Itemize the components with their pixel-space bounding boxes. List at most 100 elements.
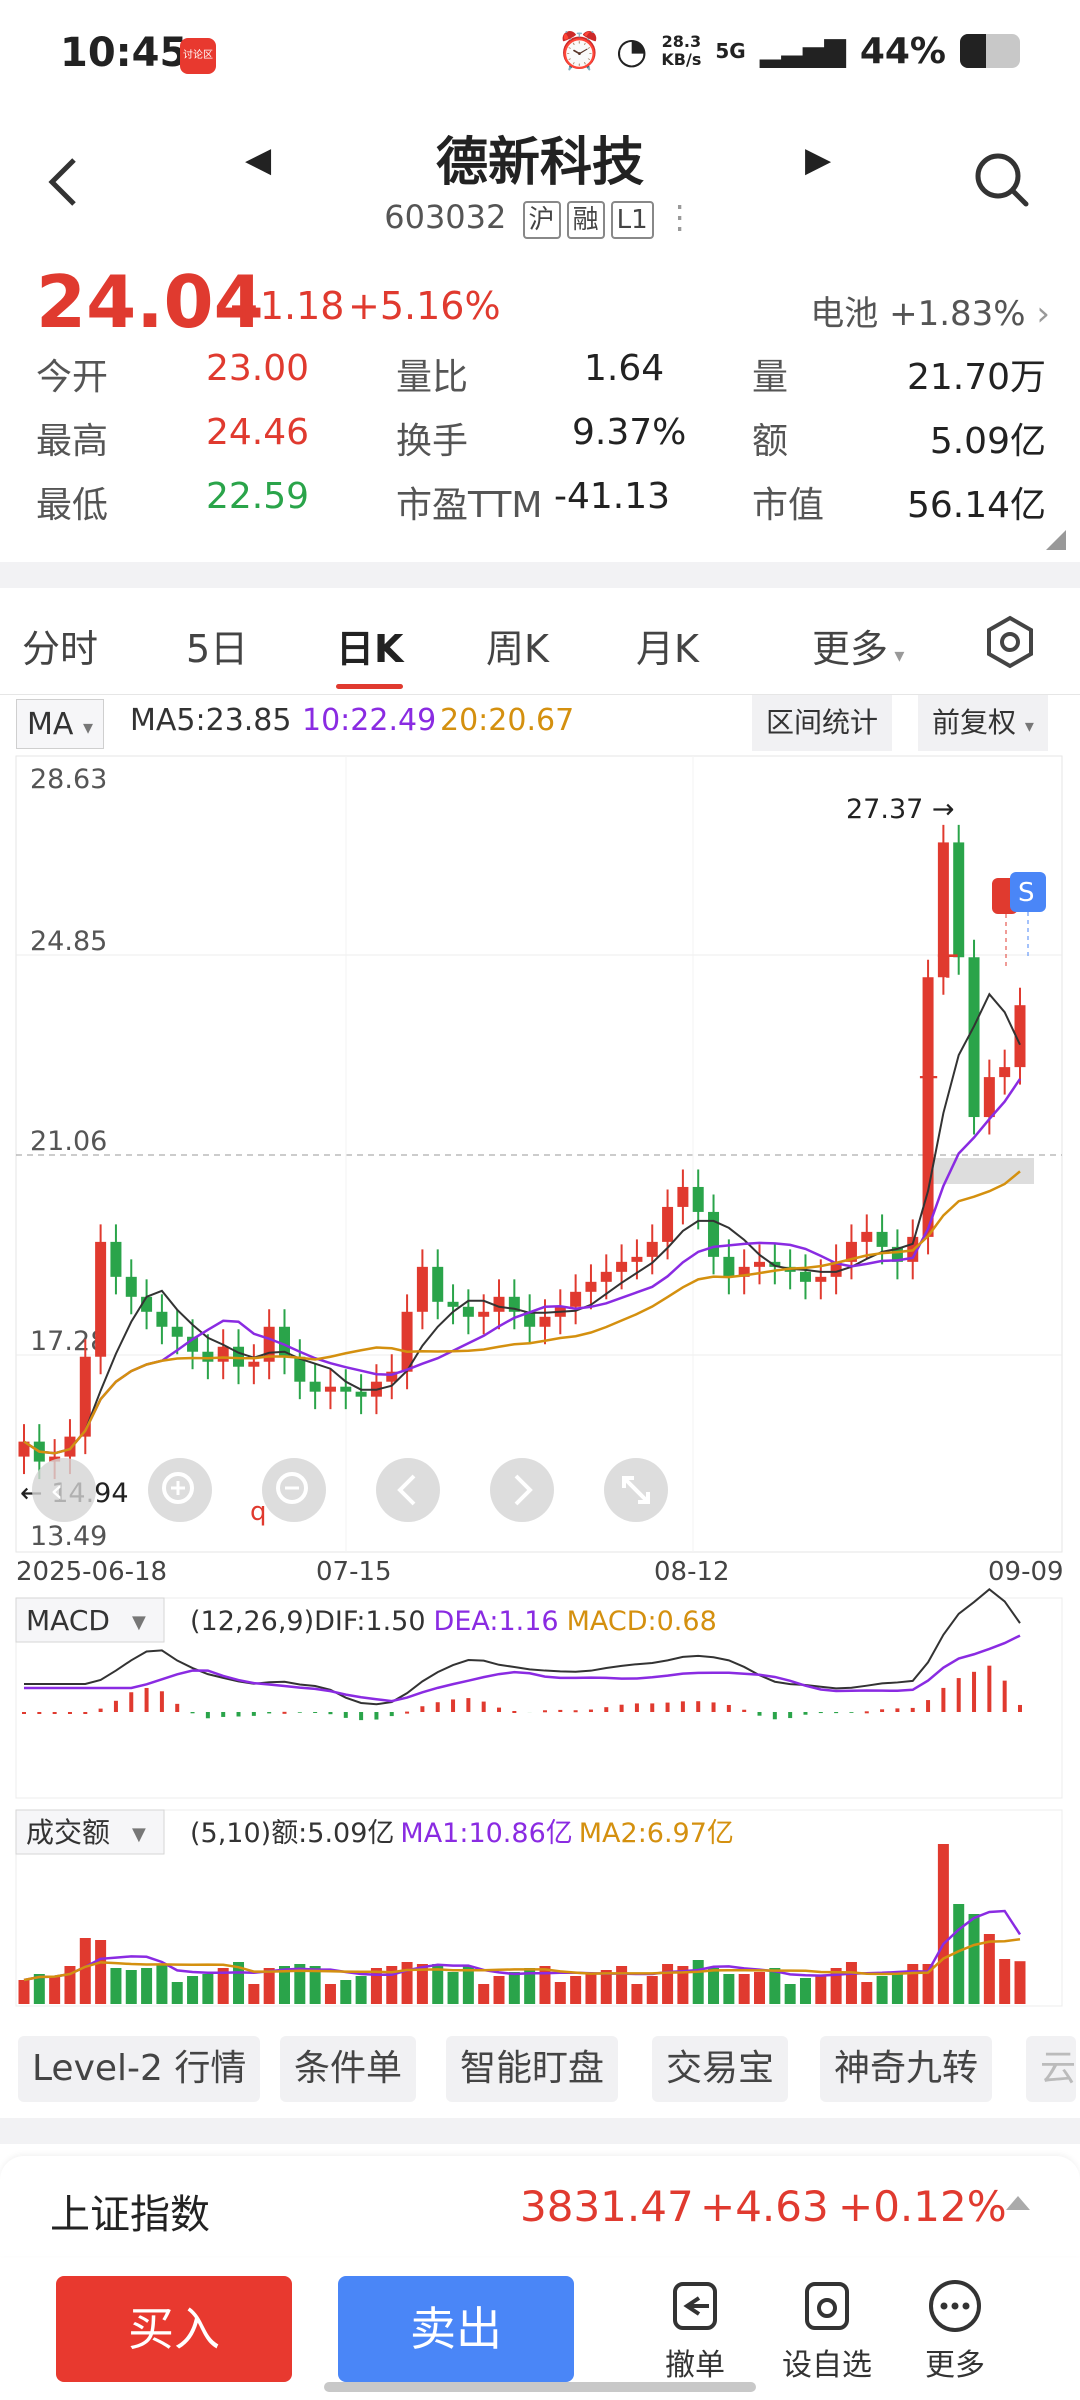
macd-bar xyxy=(221,1712,226,1717)
volume-bar xyxy=(217,1968,229,2004)
tab-daily-k[interactable]: 日K xyxy=(336,618,404,689)
turnover-label: 换手 xyxy=(396,421,469,462)
last-price: 24.04 xyxy=(36,260,264,344)
chart-fullscreen-icon[interactable] xyxy=(604,1458,668,1522)
range-stats-button[interactable]: 区间统计 xyxy=(752,695,893,751)
macd-bar xyxy=(497,1707,502,1712)
macd-bar xyxy=(558,1709,563,1712)
volume-bar xyxy=(983,1934,995,2004)
prev-stock-icon[interactable]: ◀ xyxy=(245,140,272,180)
chart-zoom-in-icon[interactable] xyxy=(148,1458,212,1522)
tab-monthly-k[interactable]: 月K xyxy=(636,627,699,671)
buy-button[interactable]: 买入 xyxy=(56,2276,292,2382)
macd-histogram xyxy=(22,1665,1022,1721)
svg-text:‹: ‹ xyxy=(50,1471,64,1511)
adjust-selector[interactable]: 前复权 ▾ xyxy=(918,695,1048,751)
candle-body xyxy=(324,1386,336,1392)
chart-pan-right-icon[interactable] xyxy=(490,1458,554,1522)
y-tick-label: 21.06 xyxy=(30,1126,107,1157)
chip-cloud[interactable]: 云 xyxy=(1026,2036,1077,2102)
volume-bar xyxy=(416,1964,428,2004)
macd-bar xyxy=(282,1711,287,1714)
candle-body xyxy=(493,1296,505,1312)
ma5-value: MA5:23.85 xyxy=(130,703,292,738)
macd-selector[interactable]: MACD ▼ xyxy=(15,1597,165,1643)
macd-bar xyxy=(987,1665,992,1712)
volume-bar xyxy=(309,1966,321,2004)
volume-bar xyxy=(18,1980,30,2004)
search-icon[interactable] xyxy=(972,150,1032,210)
volume-bar xyxy=(233,1962,245,2004)
high-annotation: 27.37 → xyxy=(846,794,955,825)
macd-bar xyxy=(251,1712,256,1716)
macd-bar xyxy=(542,1710,547,1713)
candle-body xyxy=(631,1256,643,1262)
cancel-order-icon xyxy=(673,2282,717,2330)
volume-bar xyxy=(49,1976,61,2004)
high-label: 最高 xyxy=(36,421,109,462)
high-value: 24.46 xyxy=(206,412,310,453)
volume-bar xyxy=(600,1970,612,2004)
chart-zoom-in-icon[interactable]: ‹ xyxy=(32,1458,96,1522)
chart-pan-left-icon[interactable] xyxy=(376,1458,440,1522)
candle-body xyxy=(478,1311,490,1317)
volume-bar xyxy=(447,1972,459,2004)
macd-bar xyxy=(1002,1680,1007,1712)
ma-indicator-bar: MA ▾ MA5:23.85 10:22.49 20:20.67 区间统计 前复… xyxy=(0,694,1080,751)
candle-body xyxy=(723,1256,735,1277)
volume-bar xyxy=(401,1962,413,2004)
volume-bar xyxy=(202,1974,214,2004)
add-watchlist-button[interactable]: 设自选 xyxy=(772,2270,882,2384)
volume-bar xyxy=(64,1966,76,2004)
tab-more[interactable]: 更多 ▾ xyxy=(812,627,905,671)
candle-body xyxy=(830,1261,842,1277)
trade-actions: 买入 卖出 撤单 设自选 更多 xyxy=(0,2270,1080,2400)
tab-5day[interactable]: 5日 xyxy=(186,627,249,671)
quote-grid: 今开 23.00 量比 1.64 量 21.70万 最高 24.46 换手 9.… xyxy=(36,348,1046,540)
settings-hex-icon[interactable] xyxy=(980,612,1040,672)
sector-link[interactable]: 电池 +1.83% › xyxy=(810,286,1050,335)
volume-bar xyxy=(33,1974,45,2004)
chip-smart-watch[interactable]: 智能盯盘 xyxy=(446,2036,619,2102)
volume-ratio-label: 量比 xyxy=(396,357,469,398)
next-stock-icon[interactable]: ▶ xyxy=(805,140,832,180)
volume-bar xyxy=(95,1940,107,2004)
chart-zoom-out-icon[interactable] xyxy=(262,1458,326,1522)
candle-body xyxy=(125,1276,137,1297)
back-icon[interactable] xyxy=(40,150,86,214)
tab-weekly-k[interactable]: 周K xyxy=(486,627,549,671)
more-dots-icon[interactable]: ⋮ xyxy=(663,198,696,236)
chip-conditional-order[interactable]: 条件单 xyxy=(280,2036,417,2102)
volume-selector[interactable]: 成交额 ▼ xyxy=(15,1809,165,1855)
watchlist-icon xyxy=(805,2282,849,2330)
candle-body xyxy=(539,1316,551,1327)
candle-body xyxy=(754,1261,766,1267)
volume-bar xyxy=(493,1976,505,2004)
volume-bar xyxy=(508,1972,520,2004)
volume-bar xyxy=(324,1984,336,2004)
chip-trade-treasure[interactable]: 交易宝 xyxy=(652,2036,789,2102)
chip-td-nine[interactable]: 神奇九转 xyxy=(820,2036,993,2102)
ma-selector[interactable]: MA ▾ xyxy=(16,699,104,749)
candle-body xyxy=(79,1356,91,1437)
more-button[interactable]: 更多 xyxy=(900,2270,1010,2384)
chip-level2[interactable]: Level-2 行情 xyxy=(18,2036,261,2102)
q-marker: q xyxy=(250,1497,267,1527)
volume-bar xyxy=(723,1974,735,2004)
expand-up-icon[interactable] xyxy=(1006,2196,1030,2210)
sell-button[interactable]: 卖出 xyxy=(338,2276,574,2382)
tab-intraday[interactable]: 分时 xyxy=(22,627,99,671)
macd-bar xyxy=(405,1711,410,1714)
cancel-order-button[interactable]: 撤单 xyxy=(640,2270,750,2384)
index-ticker[interactable]: 上证指数 3831.47 +4.63 +0.12% xyxy=(0,2156,1080,2256)
volume-bar xyxy=(769,1968,781,2004)
candle-body xyxy=(141,1296,153,1312)
candle-body xyxy=(202,1351,214,1362)
low-label: 最低 xyxy=(36,485,109,526)
charts-area[interactable]: 28.63 24.85 21.06 17.28 13.49 27.37 → ← … xyxy=(0,750,1080,2030)
quote-row: 最高 24.46 换手 9.37% 额 5.09亿 xyxy=(36,412,1046,476)
expand-corner-icon[interactable] xyxy=(1046,530,1066,550)
candle-body xyxy=(968,957,980,1118)
ma5-line xyxy=(23,992,1021,1455)
alarm-icon: ⏰ xyxy=(557,31,602,72)
